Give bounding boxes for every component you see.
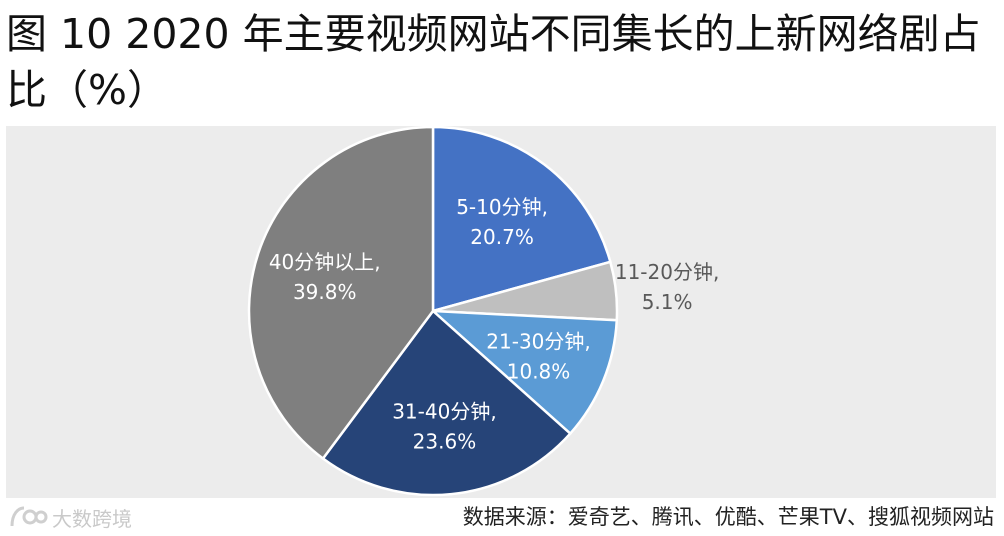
slice-category-label: 11-20分钟, <box>615 260 719 284</box>
data-source: 数据来源：爱奇艺、腾讯、优酷、芒果TV、搜狐视频网站 <box>462 505 994 529</box>
watermark-logo-icon <box>10 506 48 527</box>
chart-title: 图 10 2020 年主要视频网站不同集长的上新网络剧占比（%） <box>6 10 981 114</box>
watermark-text: 大数跨境 <box>52 506 132 531</box>
pie-slice <box>429 309 619 436</box>
slice-value-label: 23.6% <box>413 430 477 454</box>
pie-slice <box>431 126 612 313</box>
slice-category-label: 21-30分钟, <box>486 329 590 353</box>
slice-value-label: 20.7% <box>470 225 534 249</box>
slice-category-label: 40分钟以上, <box>269 250 381 274</box>
slice-value-label: 39.8% <box>293 280 357 304</box>
pie-slice <box>247 126 435 461</box>
chart-area: 5-10分钟, 20.7% 11-20分钟, 5.1% 21-30分钟, 10.8% 31-… <box>6 126 996 498</box>
slice-value-label: 5.1% <box>642 290 693 314</box>
slice-category-label: 5-10分钟, <box>456 195 548 219</box>
pie-slice <box>321 309 573 497</box>
pie-slices <box>247 126 619 497</box>
watermark: 大数跨境 <box>8 504 132 531</box>
pie-labels: 5-10分钟, 20.7% 11-20分钟, 5.1% 21-30分钟, 10.8% 31-… <box>269 195 720 453</box>
slice-value-label: 10.8% <box>507 359 571 383</box>
slice-category-label: 31-40分钟, <box>392 400 496 424</box>
pie-chart: 5-10分钟, 20.7% 11-20分钟, 5.1% 21-30分钟, 10.8% 31-… <box>247 126 720 497</box>
